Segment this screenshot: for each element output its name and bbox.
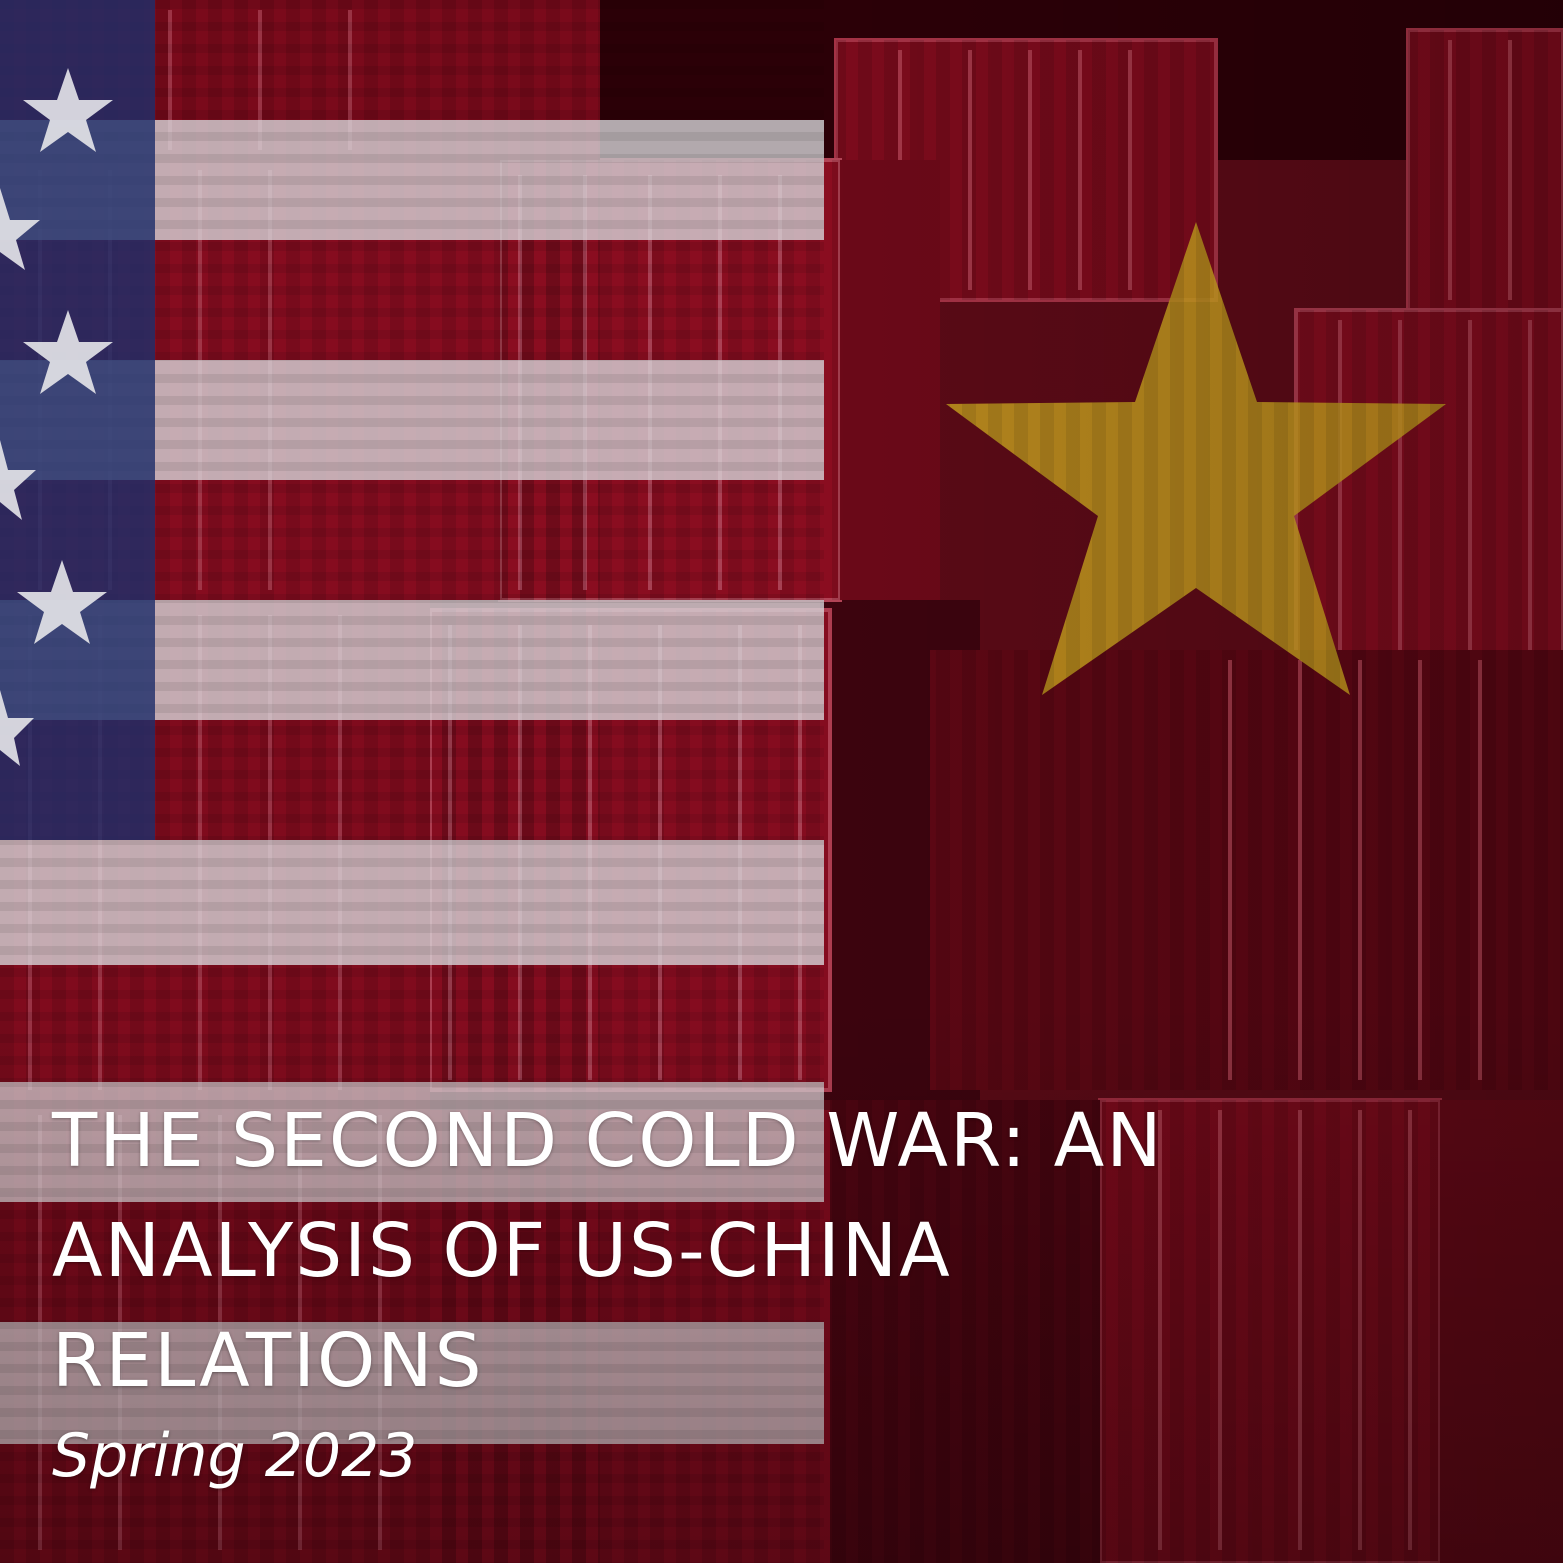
title-line-3: RELATIONS	[52, 1318, 484, 1404]
us-flag-stars	[0, 68, 113, 766]
poster-title: THE SECOND COLD WAR: AN ANALYSIS OF US-C…	[52, 1086, 1512, 1416]
title-line-2: ANALYSIS OF US-CHINA	[52, 1208, 952, 1294]
poster-text: THE SECOND COLD WAR: AN ANALYSIS OF US-C…	[52, 1086, 1512, 1494]
title-line-1: THE SECOND COLD WAR: AN	[52, 1098, 1164, 1184]
poster-subtitle: Spring 2023	[52, 1421, 418, 1491]
